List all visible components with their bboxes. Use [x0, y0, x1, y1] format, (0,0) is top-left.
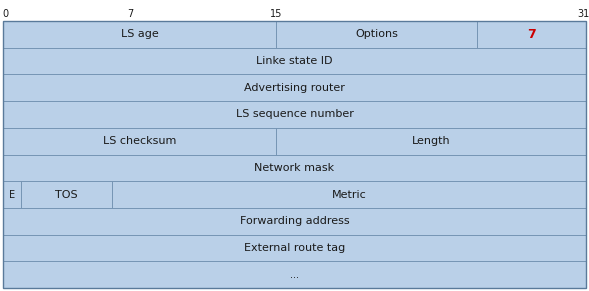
Text: LS sequence number: LS sequence number	[236, 109, 353, 119]
Bar	[3, 235, 586, 261]
Bar	[21, 181, 112, 208]
Text: E: E	[9, 190, 15, 200]
Bar	[3, 74, 586, 101]
Bar	[3, 261, 586, 288]
Bar	[276, 128, 586, 155]
Text: External route tag: External route tag	[244, 243, 345, 253]
Text: Options: Options	[355, 29, 398, 39]
Text: Linke state ID: Linke state ID	[256, 56, 333, 66]
Text: 7: 7	[527, 28, 536, 41]
Bar	[3, 48, 586, 74]
Text: ...: ...	[290, 270, 299, 280]
Bar	[3, 208, 586, 235]
Bar	[3, 181, 21, 208]
Text: Metric: Metric	[332, 190, 366, 200]
Bar	[112, 181, 586, 208]
Text: LS checksum: LS checksum	[103, 136, 176, 146]
Text: Forwarding address: Forwarding address	[240, 216, 349, 226]
Bar	[477, 21, 586, 48]
Text: TOS: TOS	[55, 190, 78, 200]
Text: Length: Length	[412, 136, 451, 146]
Text: 15: 15	[270, 10, 283, 19]
Text: 31: 31	[577, 10, 589, 19]
Text: LS age: LS age	[121, 29, 158, 39]
Text: 7: 7	[127, 10, 134, 19]
Text: 0: 0	[3, 10, 9, 19]
Bar	[3, 101, 586, 128]
Text: Network mask: Network mask	[254, 163, 335, 173]
Bar	[3, 128, 276, 155]
Bar	[276, 21, 477, 48]
Text: Advertising router: Advertising router	[244, 83, 345, 93]
Bar	[3, 21, 276, 48]
Bar	[3, 155, 586, 181]
